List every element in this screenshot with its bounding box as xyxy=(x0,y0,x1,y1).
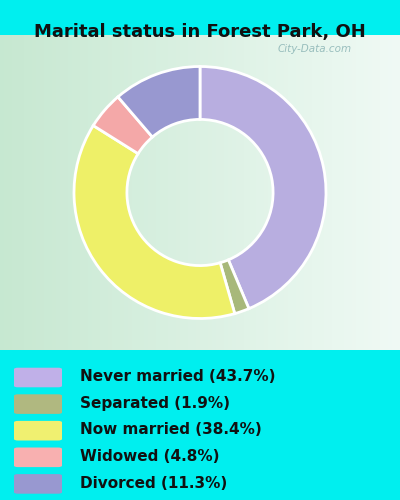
Wedge shape xyxy=(200,66,326,308)
FancyBboxPatch shape xyxy=(14,394,62,414)
Text: Never married (43.7%): Never married (43.7%) xyxy=(80,370,276,384)
FancyBboxPatch shape xyxy=(14,368,62,388)
Text: Marital status in Forest Park, OH: Marital status in Forest Park, OH xyxy=(34,22,366,40)
Wedge shape xyxy=(220,260,249,314)
Wedge shape xyxy=(118,66,200,137)
FancyBboxPatch shape xyxy=(14,448,62,467)
Wedge shape xyxy=(74,126,235,318)
FancyBboxPatch shape xyxy=(14,474,62,494)
Text: Widowed (4.8%): Widowed (4.8%) xyxy=(80,449,220,464)
Text: Divorced (11.3%): Divorced (11.3%) xyxy=(80,476,227,490)
FancyBboxPatch shape xyxy=(14,421,62,440)
Wedge shape xyxy=(93,97,152,154)
Text: Separated (1.9%): Separated (1.9%) xyxy=(80,396,230,411)
Text: Now married (38.4%): Now married (38.4%) xyxy=(80,422,262,438)
Text: City-Data.com: City-Data.com xyxy=(277,44,351,54)
